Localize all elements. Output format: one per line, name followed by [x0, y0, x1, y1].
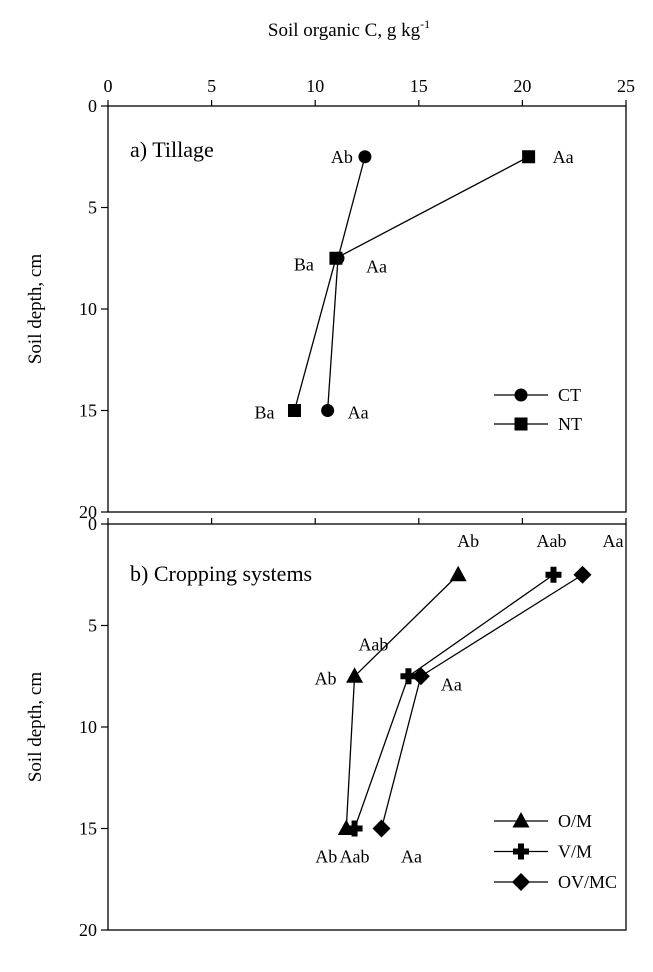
panel-a-x-tick-label: 5 [207, 76, 216, 96]
significance-label: Aa [553, 147, 574, 167]
panel-b-y-tick-label: 10 [79, 717, 97, 737]
data-point-v-m [400, 668, 417, 685]
series-ct: Ab Aa Aa [321, 147, 387, 423]
series-nt: Aa Ba Ba [254, 147, 573, 423]
panel-b-title: b) Cropping systems [130, 561, 312, 586]
legend-label-ov-mc: OV/MC [558, 872, 617, 892]
panel-a-y-tick-label: 5 [88, 198, 97, 218]
significance-label: Aa [441, 674, 462, 694]
panel-a-x-tick-label: 25 [617, 76, 635, 96]
series-line-ov-mc [380, 574, 583, 829]
significance-label: Aa [366, 256, 387, 276]
panel-a-x-ticks: 0 5 10 15 20 25 [104, 76, 635, 106]
significance-label: Aab [358, 634, 388, 654]
data-point-o-m [346, 667, 364, 683]
data-point-nt [287, 404, 301, 417]
panel-tillage: 0 5 10 15 20 25 0 5 10 15 20 Soil depth, cm a) Ti… [25, 76, 635, 522]
panel-a-y-tick-label: 15 [79, 401, 97, 421]
series-line-v-m [353, 574, 554, 829]
panel-b-y-ticks: 0 5 10 15 20 [79, 514, 108, 940]
significance-label: Ab [315, 668, 337, 688]
significance-label: Ba [254, 403, 274, 423]
panel-b-x-ticks [107, 518, 627, 524]
legend-label-o-m: O/M [558, 811, 592, 831]
significance-label: Aa [401, 847, 422, 867]
panel-a-legend: CT NT [494, 385, 582, 434]
significance-label: Aab [536, 531, 566, 551]
legend-marker-o-m [512, 812, 530, 828]
panel-b-y-tick-label: 20 [79, 920, 97, 940]
data-point-ov-mc [372, 819, 391, 838]
panel-a-x-tick-label: 10 [306, 76, 324, 96]
data-point-ov-mc [411, 667, 430, 686]
significance-label: Aa [602, 531, 623, 551]
data-point-ct [358, 150, 372, 164]
panel-a-x-tick-label: 20 [513, 76, 531, 96]
series-v-m: Aab Aab Aab [340, 531, 567, 867]
panel-a-y-ticks: 0 5 10 15 20 [79, 96, 108, 522]
significance-label: Ba [294, 254, 314, 274]
panel-b-y-tick-label: 0 [88, 514, 97, 534]
panel-a-series: Ab Aa Aa Aa Ba Ba [254, 147, 573, 423]
legend-label-nt: NT [558, 414, 582, 434]
data-point-ov-mc [573, 565, 592, 584]
panel-a-y-tick-label: 0 [88, 96, 97, 116]
data-point-v-m [545, 566, 562, 583]
legend-label-v-m: V/M [558, 842, 592, 862]
x-axis-title-text: Soil organic C, g kg [268, 20, 421, 41]
legend-marker-ct [514, 388, 528, 402]
panel-b-y-tick-label: 5 [88, 616, 97, 636]
panel-a-y-axis-title: Soil depth, cm [25, 254, 46, 365]
panel-a-x-tick-label: 15 [410, 76, 428, 96]
series-line-o-m [345, 574, 459, 829]
significance-label: Ab [331, 147, 353, 167]
legend-label-ct: CT [558, 385, 581, 405]
panel-a-title: a) Tillage [130, 137, 214, 162]
panel-a-plot-area [107, 105, 627, 513]
data-point-nt [522, 150, 536, 164]
series-o-m: Ab Ab Ab [315, 531, 480, 867]
panel-b-y-tick-label: 15 [79, 819, 97, 839]
legend-marker-nt [514, 417, 528, 431]
data-point-v-m [346, 820, 363, 837]
panel-a-y-tick-label: 10 [79, 299, 97, 319]
panel-a-y-tick-label: 20 [79, 502, 97, 522]
legend-marker-v-m [513, 843, 529, 860]
panel-b-y-axis-title: Soil depth, cm [25, 672, 46, 783]
significance-label: Ab [457, 531, 479, 551]
data-point-o-m [449, 565, 467, 582]
significance-label: Aab [340, 847, 370, 867]
data-point-ct [321, 404, 335, 417]
series-ov-mc: Aa Aa Aa [372, 531, 623, 867]
legend-marker-ov-mc [512, 873, 530, 891]
panel-cropping-systems: 0 5 10 15 20 Soil depth, cm b) Cropping syst… [25, 514, 627, 940]
series-line-ct [326, 156, 366, 411]
panel-b-legend: O/M V/M OV/MC [494, 811, 617, 892]
panel-a-x-tick-label: 0 [104, 76, 113, 96]
x-axis-title: Soil organic C, g kg-1 [268, 17, 430, 41]
significance-label: Ab [315, 847, 337, 867]
significance-label: Aa [348, 403, 369, 423]
data-point-nt [329, 251, 343, 265]
x-axis-title-superscript: -1 [420, 17, 430, 31]
